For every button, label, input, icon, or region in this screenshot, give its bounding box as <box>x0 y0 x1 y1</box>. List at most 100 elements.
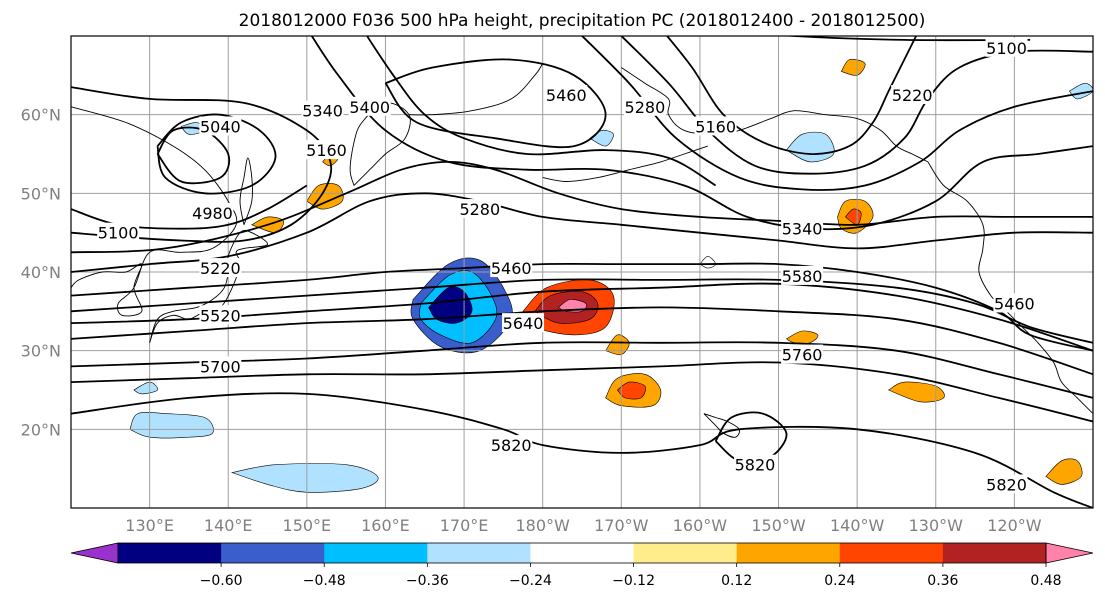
lat-tick-label: 60°N <box>21 106 61 125</box>
colorbar-segment <box>530 543 635 563</box>
contour-label-background <box>199 116 242 136</box>
contour-line-5400 <box>365 36 717 187</box>
lon-tick-label: 160°E <box>361 516 410 535</box>
contour-label: 5460 <box>491 259 532 278</box>
contour-label-background <box>985 474 1028 494</box>
lon-tick-label: 130°E <box>125 516 174 535</box>
contour-label: 5460 <box>546 86 587 105</box>
colorbar-segment <box>118 543 222 563</box>
contour-line-5100 <box>780 36 1031 42</box>
coastline-alaska-west-coast <box>621 67 929 163</box>
lon-tick-label: 140°W <box>830 516 885 535</box>
contour-label-background <box>348 96 391 116</box>
colorbar-segment <box>427 543 531 563</box>
colorbar-tick-label: −0.36 <box>406 573 449 589</box>
colorbar-tick-label: −0.48 <box>303 573 346 589</box>
colorbar-frame <box>117 542 1047 564</box>
lat-tick-label: 50°N <box>21 184 61 203</box>
coastline-sakhalin <box>239 157 254 225</box>
coastline-hawaii <box>703 413 740 438</box>
colorbar-segment <box>839 543 944 563</box>
contour-line-5460 <box>384 58 607 149</box>
precip-area <box>1045 458 1083 485</box>
colorbar-tick-label: −0.12 <box>612 573 655 589</box>
height-contours <box>71 36 1093 508</box>
contour-line-5220 <box>620 36 1093 175</box>
colorbar-segment <box>736 543 841 563</box>
contour-label: 5160 <box>306 141 347 160</box>
precip-area <box>133 381 158 395</box>
contour-line-5040 <box>156 113 277 195</box>
longitude-tick-labels: 130°E 140°E 150°E 160°E 170°E 180°W 170°W 160°W… <box>125 516 1041 535</box>
lon-tick-label: 170°W <box>594 516 649 535</box>
contour-line-5700 <box>71 341 1093 399</box>
contour-label-background <box>694 116 737 136</box>
contour-label-background <box>97 222 140 242</box>
colorbar-tick-label: 0.36 <box>927 573 958 589</box>
contour-label: 5220 <box>892 86 933 105</box>
precip-area <box>129 411 214 439</box>
contour-label: 5400 <box>349 98 390 117</box>
contour-line-5160 <box>665 36 918 155</box>
contour-label-background <box>623 96 666 116</box>
precipitation-layer <box>129 58 1093 493</box>
contour-line-5580 <box>71 282 1093 352</box>
contour-label-background <box>502 313 545 333</box>
map-frame <box>70 35 1094 509</box>
contour-line-5460 <box>71 262 1093 352</box>
contour-label: 5040 <box>200 117 241 136</box>
contour-label: 5640 <box>503 314 544 333</box>
contour-label-background <box>891 85 934 104</box>
contour-label-background <box>733 454 776 474</box>
contour-label-background <box>985 37 1028 57</box>
coastline-chukotka-shore <box>408 63 544 116</box>
contour-line-5820 <box>71 392 1093 508</box>
lon-tick-label: 150°W <box>751 516 806 535</box>
contour-line-5160 <box>71 86 333 243</box>
contour-label: 5160 <box>695 117 736 136</box>
contour-label: 5100 <box>986 39 1027 58</box>
colorbar-segment <box>221 543 325 563</box>
contour-label-background <box>458 199 501 219</box>
latitude-tick-labels: 60°N 50°N 40°N 30°N 20°N <box>21 106 61 440</box>
contour-line-5280 <box>71 160 1093 254</box>
contour-label-background <box>191 203 234 222</box>
lat-tick-label: 30°N <box>21 342 61 361</box>
colorbar-tick-label: 0.48 <box>1030 573 1061 589</box>
precip-area <box>887 381 945 403</box>
contour-label: 4980 <box>192 204 233 223</box>
lat-tick-label: 20°N <box>21 420 61 439</box>
coastline-east-asia <box>71 106 238 317</box>
coastline-aleutians <box>542 145 708 182</box>
precip-area <box>840 58 866 76</box>
contour-label: 5280 <box>625 98 666 117</box>
contour-line-5340 <box>310 36 1093 231</box>
contour-label-background <box>490 435 533 455</box>
contour-label: 5700 <box>200 357 241 376</box>
contour-label: 5520 <box>200 306 241 325</box>
contour-line-4980 <box>156 126 231 185</box>
contour-label: 5820 <box>986 475 1027 494</box>
lon-tick-label: 120°W <box>987 516 1042 535</box>
contour-label-background <box>490 258 533 278</box>
colorbar-tick-label: 0.12 <box>721 573 752 589</box>
contour-label-background <box>305 140 348 160</box>
contour-label: 5220 <box>200 259 241 278</box>
colorbar: −0.60 −0.48 −0.36 −0.24 −0.12 0.12 0.24 0.36 0.4… <box>70 542 1094 589</box>
contour-label: 5820 <box>735 456 776 475</box>
precip-area <box>231 463 379 493</box>
contour-label: 5280 <box>459 200 500 219</box>
contour-labels: 5100 5340 5400 5460 5280 5160 5220 5040 5160 4980… <box>97 37 1036 494</box>
contour-label: 5820 <box>491 436 532 455</box>
contour-line-5220 <box>71 192 1093 273</box>
contour-label-background <box>301 100 344 120</box>
contour-label: 5460 <box>994 294 1035 313</box>
contour-label-background <box>781 265 824 285</box>
lon-tick-label: 160°W <box>673 516 728 535</box>
colorbar-tick-label: −0.60 <box>200 573 243 589</box>
lon-tick-label: 150°E <box>283 516 332 535</box>
colorbar-segment <box>324 543 428 563</box>
lon-tick-label: 170°E <box>440 516 489 535</box>
colorbar-max-extend <box>1045 542 1094 564</box>
contour-label-background <box>199 356 242 376</box>
